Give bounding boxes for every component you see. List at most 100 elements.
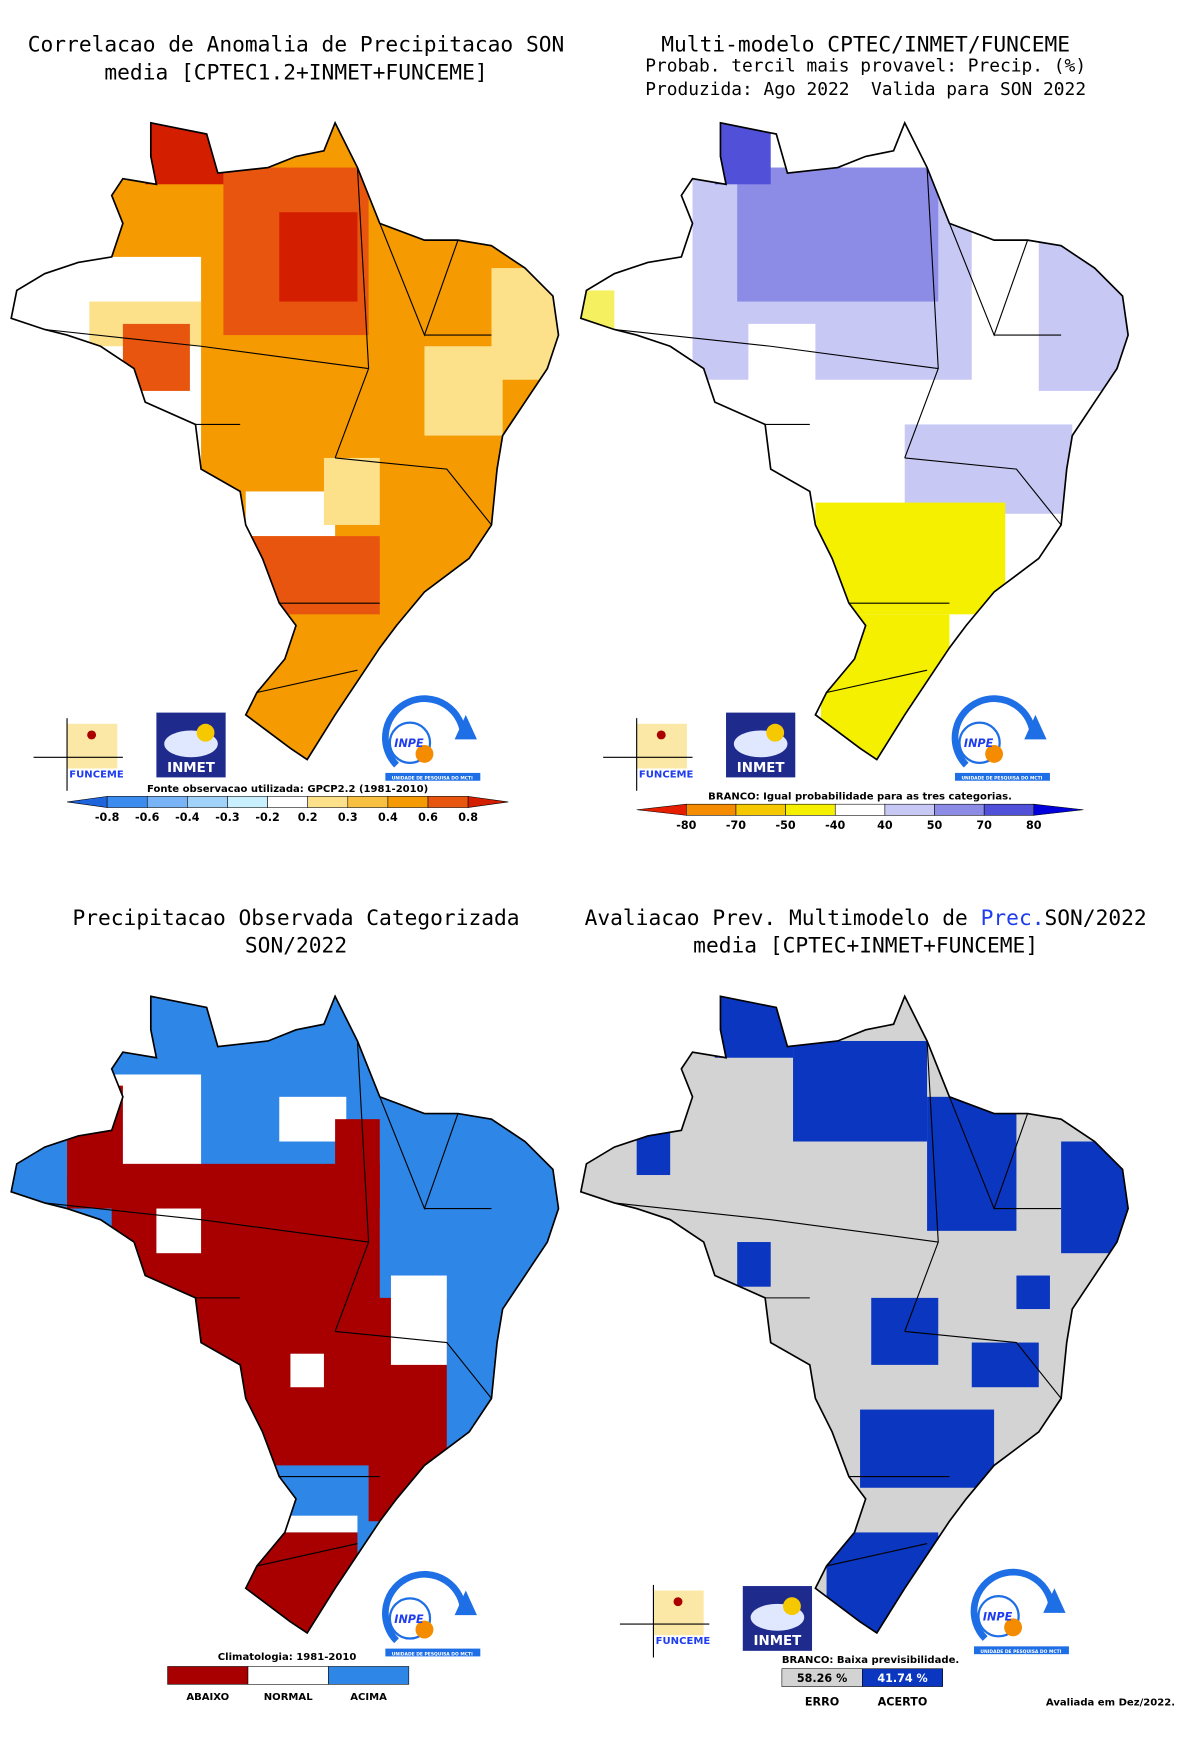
- map-region: [793, 1040, 928, 1142]
- state-borders: [614, 167, 1062, 694]
- legend-title: Climatologia: 1981-2010: [218, 1652, 357, 1663]
- legend-label: 0.3: [338, 811, 358, 824]
- logo-text: FUNCEME: [639, 769, 694, 780]
- legend-title: Fonte observacao utilizada: GPCP2.2 (198…: [147, 784, 428, 795]
- legend-label: 41.74 %: [877, 1672, 927, 1685]
- logo-text: INPE: [964, 737, 994, 750]
- legend-label: 50: [927, 819, 943, 832]
- legend-swatch: [834, 803, 886, 816]
- legend-title: BRANCO: Baixa previsibilidade.: [782, 1655, 959, 1666]
- legend-swatch: [67, 796, 108, 808]
- map-region: [860, 1409, 995, 1488]
- legend-label: -0.8: [95, 811, 120, 824]
- panel-title: Probab. tercil mais provavel: Precip. (%…: [645, 55, 1086, 76]
- logo-text: INMET: [737, 761, 786, 776]
- map-region: [737, 167, 939, 302]
- legend-label: -40: [825, 819, 845, 832]
- panel-title: Multi-modelo CPTEC/INMET/FUNCEME: [661, 32, 1070, 57]
- logo-text: UNIDADE DE PESQUISA DO MCTI: [961, 776, 1042, 782]
- legend-swatch: [636, 803, 687, 816]
- logo-sun: [782, 1597, 801, 1616]
- logo-arrow: [951, 695, 1037, 768]
- legend-label: NORMAL: [264, 1692, 313, 1703]
- map: [580, 122, 1129, 760]
- map-region: [424, 346, 503, 436]
- footer: Avaliada em Dez/2022.: [1046, 1698, 1175, 1709]
- map-region: [737, 1242, 771, 1287]
- legend-label: 80: [1026, 819, 1042, 832]
- map-region: [1038, 234, 1129, 391]
- legend-swatch: [347, 796, 389, 808]
- state-borders: [44, 1040, 492, 1567]
- map-region: [636, 1119, 671, 1176]
- logo-sun: [985, 744, 1004, 763]
- map-region: [1016, 1275, 1050, 1310]
- logo-arrow: [970, 1568, 1056, 1641]
- map: [11, 996, 559, 1633]
- logo-arrowhead: [1043, 1588, 1066, 1613]
- map-region: [234, 1532, 358, 1633]
- logo-text: INMET: [754, 1634, 803, 1649]
- legend-swatch: [785, 803, 836, 816]
- legend-label: ACIMA: [350, 1692, 387, 1703]
- legend-title: BRANCO: Igual probabilidade para as tres…: [708, 792, 1012, 803]
- title-part: SON/2022: [1045, 906, 1147, 931]
- logo-box: [636, 723, 687, 769]
- map-region: [290, 1353, 324, 1388]
- legend-swatch: [307, 796, 349, 808]
- legend-label: 0.2: [298, 811, 318, 824]
- map-region: [904, 424, 1073, 514]
- logo-text: FUNCEME: [656, 1636, 711, 1647]
- legend-label: ABAIXO: [186, 1692, 229, 1703]
- map-region: [245, 1515, 358, 1533]
- legend-label: -70: [726, 819, 746, 832]
- map-region: [748, 323, 816, 391]
- legend-swatch: [686, 803, 737, 816]
- map-region: [390, 1275, 447, 1365]
- legend-swatch: [328, 1666, 410, 1685]
- map-region: [927, 1096, 1017, 1231]
- logo-text: INPE: [394, 1613, 424, 1626]
- logo-text: INMET: [167, 761, 216, 776]
- logo-sun: [766, 723, 785, 742]
- legend-swatch: [167, 1666, 249, 1685]
- legend-label: -0.4: [175, 811, 200, 824]
- logo-band: [385, 772, 481, 781]
- logo-text: UNIDADE DE PESQUISA DO MCTI: [980, 1649, 1061, 1655]
- logo-dot: [673, 1597, 683, 1607]
- panel: Avaliacao Prev. Multimodelo de Prec.SON/…: [579, 906, 1147, 1709]
- legend-swatch: [467, 796, 509, 808]
- legend-sublabel: ACERTO: [878, 1696, 928, 1709]
- legend-label: -80: [676, 819, 696, 832]
- logo-text: UNIDADE DE PESQUISA DO MCTI: [392, 776, 473, 782]
- logo-arrow: [382, 695, 467, 768]
- logo-arrowhead: [454, 714, 477, 740]
- logo-text: UNIDADE DE PESQUISA DO MCTI: [392, 1651, 473, 1657]
- state-borders: [614, 1040, 1062, 1567]
- map-region: [820, 658, 911, 760]
- logo-box: [67, 723, 118, 769]
- panel: Correlacao de Anomalia de Precipitacao S…: [10, 32, 564, 824]
- map-region: [815, 502, 1006, 615]
- legend-swatch: [106, 796, 148, 808]
- panel-title: Avaliacao Prev. Multimodelo de Prec.SON/…: [585, 906, 1147, 931]
- legend-label: -50: [776, 819, 796, 832]
- panel: Multi-modelo CPTEC/INMET/FUNCEMEProbab. …: [579, 32, 1129, 832]
- map-region: [279, 1096, 347, 1142]
- logo-sun: [1004, 1618, 1023, 1637]
- legend-label: 70: [976, 819, 992, 832]
- map-region: [971, 1342, 1039, 1388]
- legend-swatch: [227, 796, 268, 808]
- logo-band: [385, 1648, 481, 1657]
- logo-arrow: [382, 1570, 467, 1644]
- map-region: [323, 457, 380, 525]
- logo-sun: [196, 723, 215, 742]
- panel-title: media [CPTEC+INMET+FUNCEME]: [693, 934, 1038, 959]
- logo-band: [955, 772, 1050, 781]
- panel-title: Produzida: Ago 2022 Valida para SON 2022: [645, 79, 1086, 100]
- legend-swatch: [983, 803, 1035, 816]
- logo-band: [973, 1646, 1069, 1655]
- legend-label: -0.2: [255, 811, 279, 824]
- legend-label: 0.8: [458, 811, 478, 824]
- legend-swatch: [862, 1668, 943, 1687]
